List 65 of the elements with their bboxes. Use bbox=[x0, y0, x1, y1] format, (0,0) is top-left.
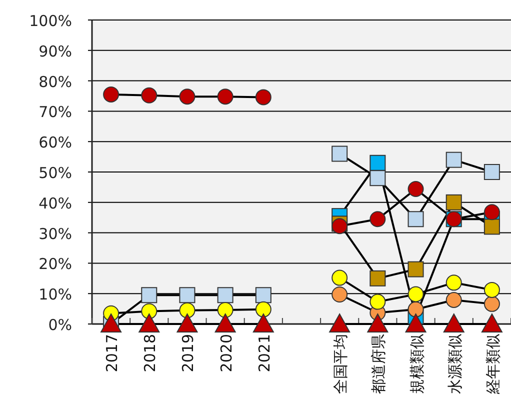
point bbox=[255, 89, 272, 106]
x-tick-label: 2018 bbox=[141, 334, 160, 372]
point bbox=[484, 218, 500, 235]
point bbox=[446, 292, 462, 308]
point bbox=[370, 170, 386, 186]
point bbox=[408, 301, 424, 318]
point bbox=[141, 87, 158, 104]
point bbox=[484, 204, 500, 220]
point bbox=[446, 152, 462, 168]
y-tick-label: 10% bbox=[38, 286, 72, 304]
y-tick-label: 90% bbox=[38, 42, 72, 60]
y-tick-label: 70% bbox=[38, 103, 72, 122]
x-tick-label: 2019 bbox=[179, 334, 198, 372]
point bbox=[332, 146, 348, 162]
point bbox=[443, 314, 464, 332]
point bbox=[484, 164, 500, 180]
point bbox=[329, 314, 350, 332]
point bbox=[367, 314, 388, 332]
point bbox=[446, 274, 462, 291]
point bbox=[217, 302, 234, 318]
point bbox=[370, 154, 386, 171]
y-tick-label: 50% bbox=[38, 164, 72, 182]
x-tick-label: 規模類似 bbox=[408, 334, 426, 394]
point bbox=[408, 211, 424, 228]
y-tick-label: 80% bbox=[38, 72, 72, 91]
point bbox=[176, 314, 198, 332]
point bbox=[252, 314, 274, 332]
y-tick-label: 40% bbox=[38, 194, 72, 212]
x-tick-label: 2021 bbox=[255, 334, 274, 372]
point bbox=[408, 261, 424, 278]
point bbox=[370, 211, 386, 228]
point bbox=[484, 282, 500, 298]
point bbox=[255, 287, 272, 304]
point bbox=[332, 270, 348, 286]
y-tick-label: 100% bbox=[29, 12, 72, 30]
point bbox=[217, 287, 234, 304]
point bbox=[179, 287, 196, 304]
x-tick-label: 水源類似 bbox=[446, 334, 464, 394]
point bbox=[138, 314, 160, 332]
point bbox=[408, 286, 424, 302]
point bbox=[446, 194, 462, 210]
point bbox=[103, 86, 120, 102]
point bbox=[332, 286, 348, 303]
point bbox=[214, 314, 236, 332]
point bbox=[141, 287, 158, 304]
x-tick-label: 都道府県 bbox=[370, 334, 388, 394]
y-tick-label: 30% bbox=[38, 224, 72, 243]
point bbox=[217, 88, 234, 105]
point bbox=[179, 302, 196, 318]
x-tick-label: 2020 bbox=[217, 334, 236, 372]
x-tick-label: 2017 bbox=[103, 334, 122, 372]
x-tick-label: 全国平均 bbox=[332, 334, 350, 394]
y-tick-label: 0% bbox=[48, 316, 72, 334]
point bbox=[408, 181, 424, 198]
point bbox=[370, 270, 386, 286]
point bbox=[405, 314, 426, 332]
point bbox=[484, 296, 500, 312]
point bbox=[481, 314, 502, 332]
point bbox=[255, 301, 272, 318]
point bbox=[370, 294, 386, 310]
y-tick-label: 20% bbox=[38, 255, 72, 274]
point bbox=[141, 303, 158, 320]
point bbox=[179, 88, 196, 105]
x-tick-label: 経年類似 bbox=[484, 334, 502, 395]
y-tick-label: 60% bbox=[38, 134, 72, 152]
